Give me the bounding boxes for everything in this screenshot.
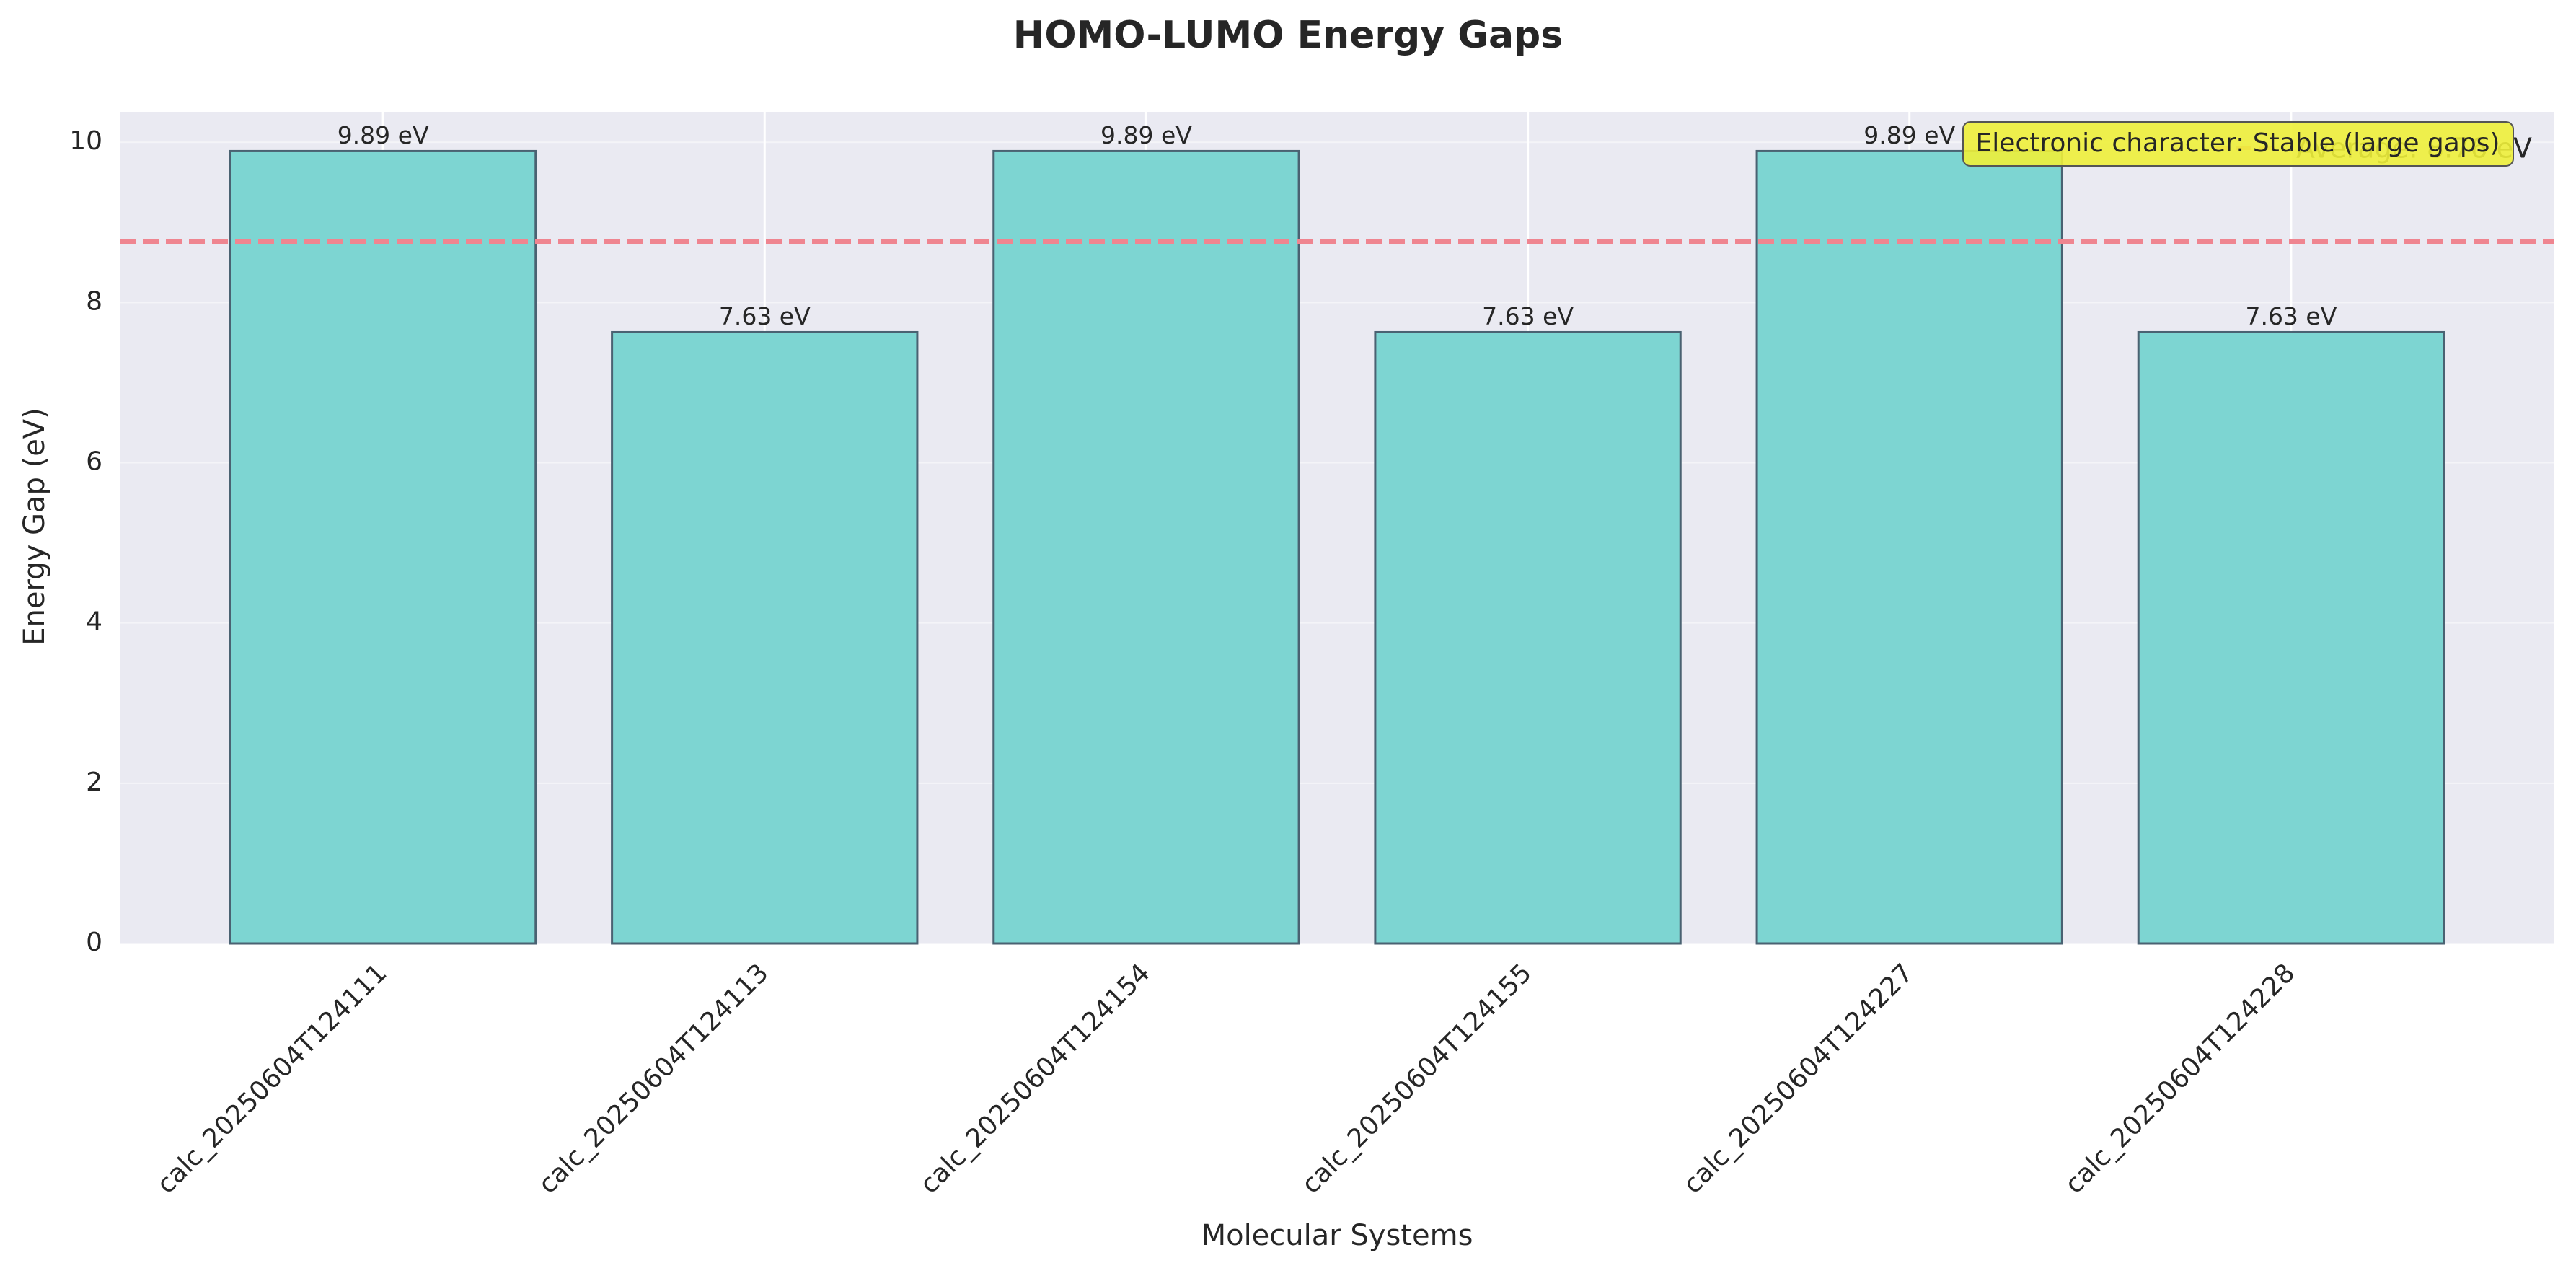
bar	[2137, 330, 2445, 945]
value-label: 7.63 eV	[2245, 302, 2337, 330]
value-label: 7.63 eV	[719, 302, 811, 330]
annotation-box	[1962, 121, 2514, 167]
value-label: 9.89 eV	[338, 121, 429, 149]
x-tick-label: calc_20250604T124228	[2060, 958, 2301, 1200]
y-axis-label: Energy Gap (eV)	[18, 408, 51, 646]
x-tick-label: calc_20250604T124155	[1296, 958, 1538, 1200]
x-tick-label: calc_20250604T124154	[914, 958, 1156, 1200]
value-label: 9.89 eV	[1100, 121, 1192, 149]
y-tick-label: 10	[69, 126, 102, 156]
bar	[1755, 149, 2063, 945]
value-label: 7.63 eV	[1482, 302, 1574, 330]
value-label: 9.89 eV	[1863, 121, 1955, 149]
y-tick-label: 6	[86, 447, 102, 477]
chart-title: HOMO-LUMO Energy Gaps	[1013, 14, 1563, 57]
annotation: Electronic character: Stable (large gaps…	[1976, 128, 2500, 158]
y-tick-label: 8	[86, 286, 102, 316]
bar	[229, 149, 537, 945]
y-tick-label: 2	[86, 767, 102, 797]
x-tick-label: calc_20250604T124113	[533, 958, 775, 1200]
y-tick-label: 4	[86, 607, 102, 637]
y-tick-label: 0	[86, 928, 102, 957]
x-tick-label: calc_20250604T124111	[151, 958, 393, 1200]
x-tick-label: calc_20250604T124227	[1677, 958, 1919, 1200]
bar	[1374, 330, 1682, 945]
bar	[611, 330, 919, 945]
bar	[992, 149, 1300, 945]
x-axis-label: Molecular Systems	[1201, 1219, 1473, 1252]
